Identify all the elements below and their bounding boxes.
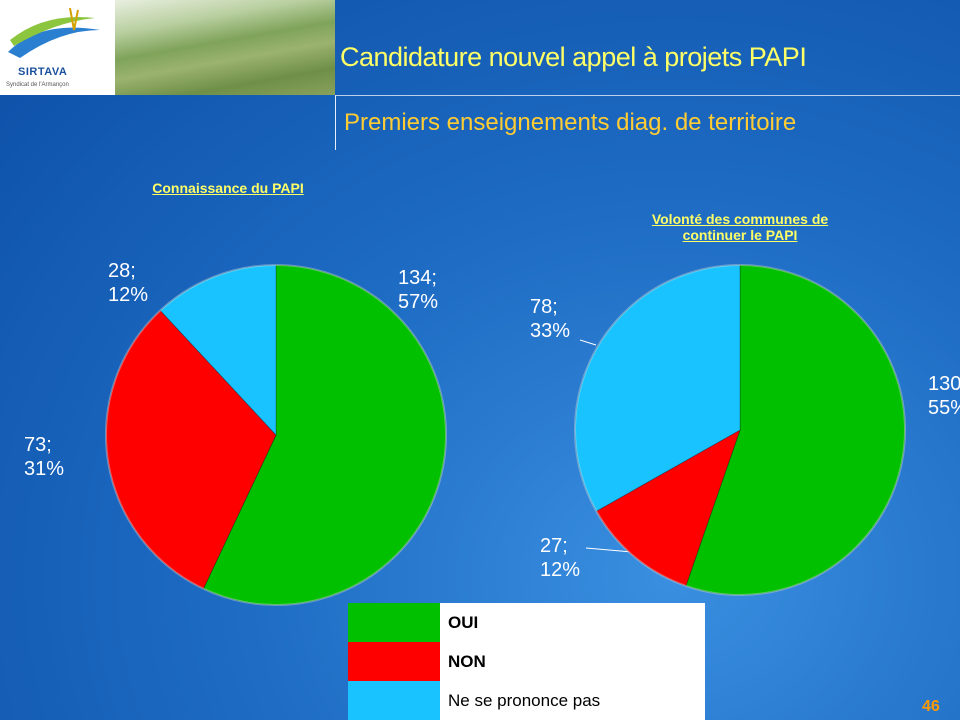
leader-line [585, 547, 633, 553]
divider [335, 95, 336, 150]
chart-title: Connaissance du PAPI [152, 180, 304, 196]
legend-swatch [348, 681, 440, 720]
legend-entry: OUI [348, 603, 705, 642]
data-label: 78; 33% [530, 296, 571, 342]
pie-slice [574, 264, 741, 512]
pie-slice [595, 428, 741, 587]
logo: SIRTAVA Syndicat de l'Armançon [0, 0, 115, 95]
legend-label: NON [448, 652, 486, 671]
pie-rim [105, 264, 447, 606]
data-label: 73; 31% [24, 434, 65, 480]
pie-rim [574, 264, 906, 596]
legend-swatch [348, 603, 440, 642]
data-label: 28; 12% [108, 260, 149, 306]
pie-slice [159, 264, 277, 437]
pie-slice [105, 309, 277, 590]
legend-entry: NON [348, 642, 705, 681]
slide-title: Candidature nouvel appel à projets PAPI [340, 42, 807, 72]
data-label: 130; 55% [928, 373, 960, 419]
page-number: 46 [922, 698, 940, 715]
legend-swatch [348, 642, 440, 681]
legend-label: Ne se prononce pas [448, 691, 601, 710]
data-label: 27; 12% [540, 535, 581, 581]
legend-label: OUI [448, 613, 479, 632]
pie-slice [202, 264, 447, 606]
header-photo [115, 0, 335, 95]
leader-line [579, 339, 597, 346]
legend-entry: Ne se prononce pas [348, 681, 705, 720]
slide-subtitle: Premiers enseignements diag. de territoi… [344, 109, 797, 136]
data-label: 134; 57% [398, 267, 439, 313]
logo-subtitle: Syndicat de l'Armançon [6, 82, 69, 88]
legend: OUI NON Ne se prononce pas [348, 603, 705, 720]
divider [335, 95, 960, 96]
chart-title: Volonté des communes de continuer le PAP… [651, 211, 829, 243]
logo-name: SIRTAVA [18, 66, 68, 78]
logo-graphic [8, 7, 100, 58]
pie-slice [685, 264, 906, 596]
